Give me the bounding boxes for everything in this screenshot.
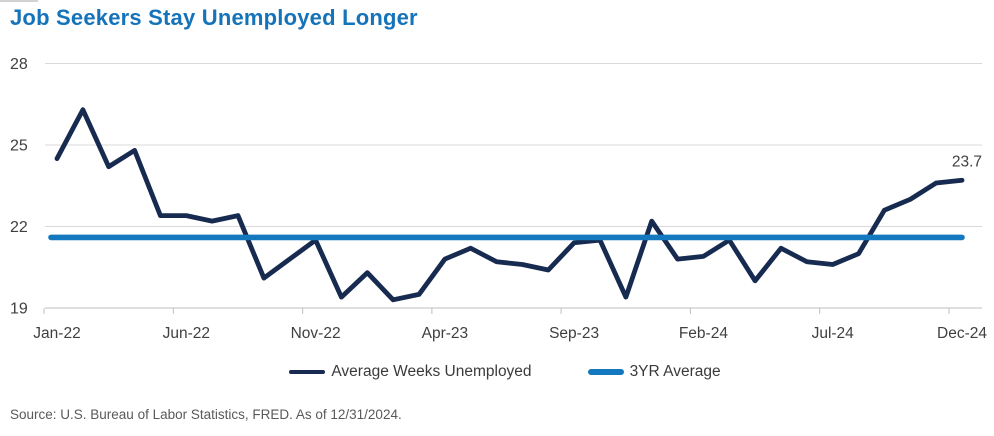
legend-item-average-weeks: Average Weeks Unemployed — [289, 363, 532, 381]
chart-legend: Average Weeks Unemployed 3YR Average — [8, 363, 994, 381]
y-axis-label-28: 28 — [10, 56, 28, 73]
x-axis-label-Feb-24: Feb-24 — [679, 325, 728, 342]
legend-label-average-weeks: Average Weeks Unemployed — [331, 363, 532, 380]
y-axis-label-19: 19 — [10, 301, 28, 318]
x-axis-label-Sep-23: Sep-23 — [549, 325, 599, 342]
x-axis-label-Nov-22: Nov-22 — [291, 325, 341, 342]
series-line-swatch — [289, 369, 326, 375]
unemployment-line-chart: 19 22 25 28 Jan-22 Jun-22 Nov-22 Apr-23 Sep-23 Fe… — [10, 56, 987, 342]
x-axis-label-Jul-24: Jul-24 — [812, 325, 855, 342]
chart-title: Job Seekers Stay Unemployed Longer — [10, 5, 418, 30]
last-value-label: 23.7 — [952, 153, 982, 170]
x-axis-label-Jan-22: Jan-22 — [33, 325, 80, 342]
card-border-fragment — [0, 0, 38, 2]
x-axis-label-Jun-22: Jun-22 — [163, 325, 210, 342]
series-line-average-weeks-unemployed — [54, 107, 965, 303]
legend-item-3yr-average: 3YR Average — [587, 363, 721, 381]
x-axis-label-Apr-23: Apr-23 — [422, 325, 469, 342]
source-note: Source: U.S. Bureau of Labor Statistics,… — [10, 407, 402, 422]
y-axis-label-25: 25 — [10, 138, 28, 155]
average-line-swatch — [587, 369, 624, 375]
y-axis-label-22: 22 — [10, 219, 28, 236]
legend-label-3yr-average: 3YR Average — [629, 363, 721, 380]
x-axis-label-Dec-24: Dec-24 — [937, 325, 987, 342]
